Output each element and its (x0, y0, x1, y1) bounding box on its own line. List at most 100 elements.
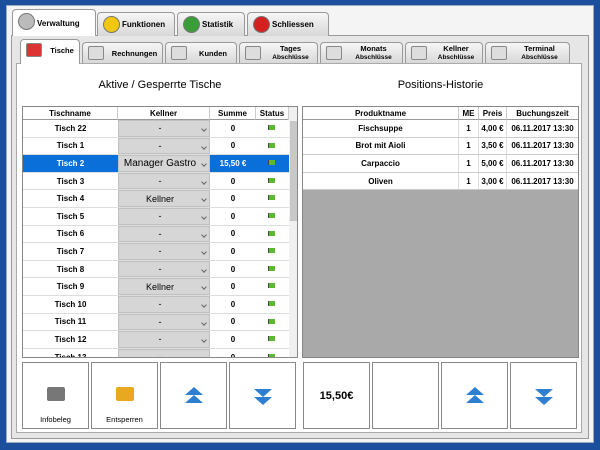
tab-icon (171, 46, 187, 60)
button[interactable] (229, 362, 296, 429)
waiter-dropdown[interactable]: - (118, 331, 210, 348)
status-flag (268, 248, 275, 254)
waiter-dropdown[interactable]: - (118, 137, 210, 155)
cell: - (158, 140, 162, 151)
waiter-dropdown[interactable]: Kellner (118, 190, 210, 207)
cell: Tisch 8 (56, 264, 85, 274)
waiter-dropdown[interactable]: - (118, 120, 210, 137)
status-flag (268, 336, 275, 342)
button[interactable] (372, 362, 439, 429)
sub-tab[interactable]: Kellner Abschlüsse (405, 42, 483, 63)
sub-tab-label: Kunden (199, 49, 227, 58)
button[interactable] (510, 362, 577, 429)
sub-tab[interactable]: Monats Abschlüsse (320, 42, 403, 63)
cell: - (158, 228, 162, 239)
cell: Tisch 6 (56, 229, 85, 239)
waiter-dropdown[interactable]: - (118, 313, 210, 331)
waiter-dropdown[interactable]: Manager Gastro (118, 155, 210, 172)
sub-tab[interactable]: Tische (20, 39, 80, 64)
arrow-icon (254, 389, 272, 397)
panel-title: Positions-Historie (397, 79, 484, 91)
button[interactable] (441, 362, 508, 429)
table-row[interactable]: Tisch 1 - 0 (23, 137, 289, 156)
button[interactable]: Entsperren (91, 362, 158, 429)
top-tab[interactable]: Verwaltung (12, 9, 96, 36)
column-header[interactable]: Produktname (303, 107, 459, 120)
top-tab-label: Verwaltung (37, 18, 80, 28)
button[interactable] (160, 362, 227, 429)
cell: Tisch 9 (56, 282, 85, 292)
table-row[interactable]: Tisch 22 - 0 (23, 120, 289, 138)
waiter-dropdown[interactable]: - (118, 208, 210, 225)
table-row[interactable]: Brot mit Aioli 1 3,50 €06.11.2017 13:30 (303, 137, 578, 156)
cell: 0 (230, 141, 236, 151)
button[interactable]: Infobeleg (22, 362, 89, 429)
table-row[interactable]: Tisch 12 - 0 (23, 331, 289, 349)
waiter-dropdown[interactable]: - (118, 225, 210, 243)
sub-tab[interactable]: Kunden (165, 42, 237, 63)
status-flag (268, 230, 275, 236)
cell: 0 (230, 282, 236, 292)
top-tab[interactable]: Statistik (177, 12, 245, 36)
waiter-dropdown[interactable]: - (118, 260, 210, 278)
cell: - (158, 246, 162, 257)
column-header[interactable]: Summe (210, 107, 256, 120)
cell: 06.11.2017 13:30 (507, 138, 578, 155)
tab-icon (253, 16, 270, 33)
table-row[interactable]: Tisch 6 - 0 (23, 225, 289, 244)
table-row[interactable]: Tisch 5 - 0 (23, 208, 289, 226)
top-tab[interactable]: Schliessen (247, 12, 329, 36)
sub-tab[interactable]: Tages Abschlüsse (239, 42, 318, 63)
table-row[interactable]: Carpaccio 1 5,00 €06.11.2017 13:30 (303, 155, 578, 173)
panel-title: Aktive / Gesperrte Tische (98, 79, 222, 91)
column-header[interactable]: Buchungszeit (507, 107, 578, 120)
waiter-dropdown[interactable]: - (118, 243, 210, 260)
table-row[interactable]: Tisch 3 - 0 (23, 172, 289, 191)
dropdown-arrow (201, 178, 207, 185)
waiter-dropdown[interactable]: - (118, 296, 210, 313)
waiter-dropdown[interactable]: Kellner (118, 278, 210, 295)
arrow-icon (466, 395, 484, 403)
sub-tab-label: Abschlüsse (272, 54, 309, 61)
table-row[interactable]: Tisch 2 Manager Gastro 15,50 € (23, 155, 289, 173)
table-row[interactable]: Tisch 8 - 0 (23, 260, 289, 279)
table-row[interactable]: Oliven 1 3,00 €06.11.2017 13:30 (303, 172, 578, 191)
table-row[interactable]: Tisch 13 - 0 (23, 348, 289, 358)
button[interactable]: 15,50€ (303, 362, 370, 429)
table-row[interactable]: Tisch 7 - 0 (23, 243, 289, 261)
table-row[interactable]: Tisch 10 - 0 (23, 296, 289, 314)
column-header[interactable]: Kellner (118, 107, 210, 120)
column-header[interactable]: Tischname (23, 107, 118, 120)
button-label: Entsperren (106, 414, 143, 424)
sub-tab[interactable]: Rechnungen (82, 42, 163, 63)
cell: 0 (230, 123, 236, 133)
top-tab[interactable]: Funktionen (97, 12, 175, 36)
cell: 4,00 € (479, 120, 507, 137)
tab-icon (326, 46, 342, 60)
cell: 1 (459, 155, 479, 172)
top-tab-label: Funktionen (122, 20, 166, 29)
status-flag (268, 353, 275, 357)
waiter-dropdown[interactable]: - (118, 348, 210, 357)
waiter-dropdown[interactable]: - (118, 172, 210, 190)
column-header[interactable]: Preis (479, 107, 507, 120)
cell: 0 (230, 264, 236, 274)
table-row[interactable]: Fischsuppe 1 4,00 €06.11.2017 13:30 (303, 120, 578, 138)
cell: Manager Gastro (123, 157, 197, 169)
table-row[interactable]: Tisch 9 Kellner 0 (23, 278, 289, 296)
sub-tab[interactable]: Terminal Abschlüsse (485, 42, 570, 63)
tab-icon (411, 46, 427, 60)
table-row[interactable]: Tisch 4 Kellner 0 (23, 190, 289, 208)
scroll-thumb[interactable] (290, 121, 297, 221)
column-header[interactable]: ME (459, 107, 479, 120)
tab-icon (18, 13, 35, 30)
sub-tab-label: Monats (360, 44, 387, 53)
cell: - (158, 334, 162, 345)
column-header[interactable]: Status (256, 107, 289, 120)
status-flag (268, 283, 275, 289)
status-flag (268, 160, 275, 166)
top-tab-label: Schliessen (272, 20, 314, 29)
dropdown-arrow (201, 143, 207, 150)
table-row[interactable]: Tisch 11 - 0 (23, 313, 289, 332)
cell: 0 (230, 352, 236, 358)
